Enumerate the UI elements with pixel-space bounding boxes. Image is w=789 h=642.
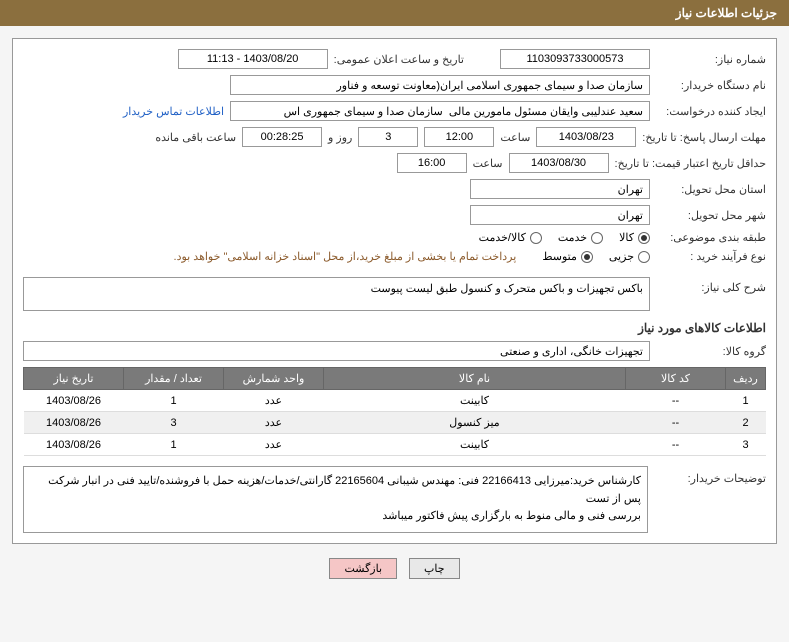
cell-code: --	[626, 412, 726, 434]
response-time-field[interactable]	[424, 127, 494, 147]
print-button[interactable]: چاپ	[409, 558, 460, 579]
group-field[interactable]	[23, 341, 650, 361]
buy-type-radio-group: جزیی متوسط	[542, 250, 650, 263]
col-qty: تعداد / مقدار	[124, 368, 224, 390]
radio-label: جزیی	[609, 250, 634, 263]
radio-label: کالا/خدمت	[479, 231, 526, 244]
col-unit: واحد شمارش	[224, 368, 324, 390]
desc-title-label: شرح کلی نیاز:	[656, 277, 766, 294]
cell-name: میز کنسول	[324, 412, 626, 434]
cell-date: 1403/08/26	[24, 412, 124, 434]
category-radio-goods-service[interactable]: کالا/خدمت	[479, 231, 542, 244]
contact-link[interactable]: اطلاعات تماس خریدار	[123, 105, 224, 118]
days-and-label: روز و	[328, 131, 352, 144]
price-validity-time-field[interactable]	[397, 153, 467, 173]
requester-label: ایجاد کننده درخواست:	[656, 105, 766, 118]
need-number-label: شماره نیاز:	[656, 53, 766, 66]
cell-row: 3	[726, 434, 766, 456]
radio-icon	[530, 232, 542, 244]
category-radio-service[interactable]: خدمت	[558, 231, 603, 244]
button-bar: چاپ بازگشت	[0, 558, 789, 579]
radio-icon	[638, 251, 650, 263]
cell-name: کابینت	[324, 390, 626, 412]
announce-date-field[interactable]	[178, 49, 328, 69]
cell-code: --	[626, 390, 726, 412]
buy-type-radio-partial[interactable]: جزیی	[609, 250, 650, 263]
radio-icon	[581, 251, 593, 263]
days-remaining-field	[358, 127, 418, 147]
buyer-desc-box: کارشناس خرید:میرزایی 22166413 فنی: مهندس…	[23, 466, 648, 533]
desc-title-field[interactable]: باکس تجهیزات و باکس متحرک و کنسول طبق لی…	[23, 277, 650, 311]
cell-unit: عدد	[224, 390, 324, 412]
cell-qty: 1	[124, 390, 224, 412]
price-validity-date-field[interactable]	[509, 153, 609, 173]
hms-remaining-field	[242, 127, 322, 147]
response-date-field[interactable]	[536, 127, 636, 147]
col-row: ردیف	[726, 368, 766, 390]
buyer-desc-line1: کارشناس خرید:میرزایی 22166413 فنی: مهندس…	[30, 473, 641, 508]
province-field[interactable]	[470, 179, 650, 199]
cell-date: 1403/08/26	[24, 434, 124, 456]
radio-label: متوسط	[542, 250, 577, 263]
cell-code: --	[626, 434, 726, 456]
col-code: کد کالا	[626, 368, 726, 390]
price-validity-label: حداقل تاریخ اعتبار قیمت: تا تاریخ:	[615, 157, 766, 170]
time-label-2: ساعت	[473, 157, 503, 170]
buy-type-radio-medium[interactable]: متوسط	[542, 250, 593, 263]
col-name: نام کالا	[324, 368, 626, 390]
buyer-org-field[interactable]	[230, 75, 650, 95]
goods-table-body: 1 -- کابینت عدد 1 1403/08/26 2 -- میز کن…	[24, 390, 766, 456]
announce-date-label: تاریخ و ساعت اعلان عمومی:	[334, 53, 464, 66]
buyer-desc-label: توضیحات خریدار:	[656, 466, 766, 485]
required-goods-title: اطلاعات کالاهای مورد نیاز	[23, 321, 766, 335]
radio-label: کالا	[619, 231, 634, 244]
cell-unit: عدد	[224, 412, 324, 434]
group-label: گروه کالا:	[656, 345, 766, 358]
payment-note: پرداخت تمام یا بخشی از مبلغ خرید،از محل …	[174, 250, 517, 263]
buyer-desc-line2: بررسی فنی و مالی منوط به بارگزاری پیش فا…	[30, 508, 641, 526]
radio-label: خدمت	[558, 231, 587, 244]
cell-qty: 1	[124, 434, 224, 456]
category-label: طبقه بندی موضوعی:	[656, 231, 766, 244]
buy-type-label: نوع فرآیند خرید :	[656, 250, 766, 263]
need-number-field[interactable]	[500, 49, 650, 69]
category-radio-group: کالا خدمت کالا/خدمت	[479, 231, 650, 244]
cell-row: 1	[726, 390, 766, 412]
city-field[interactable]	[470, 205, 650, 225]
table-row: 3 -- کابینت عدد 1 1403/08/26	[24, 434, 766, 456]
cell-row: 2	[726, 412, 766, 434]
category-radio-goods[interactable]: کالا	[619, 231, 650, 244]
col-date: تاریخ نیاز	[24, 368, 124, 390]
table-row: 2 -- میز کنسول عدد 3 1403/08/26	[24, 412, 766, 434]
cell-unit: عدد	[224, 434, 324, 456]
table-row: 1 -- کابینت عدد 1 1403/08/26	[24, 390, 766, 412]
radio-icon	[591, 232, 603, 244]
province-label: استان محل تحویل:	[656, 183, 766, 196]
radio-icon	[638, 232, 650, 244]
cell-qty: 3	[124, 412, 224, 434]
page-header: جزئیات اطلاعات نیاز	[0, 0, 789, 26]
main-form-container: شماره نیاز: تاریخ و ساعت اعلان عمومی: نا…	[12, 38, 777, 544]
page-title: جزئیات اطلاعات نیاز	[676, 6, 777, 20]
goods-table: ردیف کد کالا نام کالا واحد شمارش تعداد /…	[23, 367, 766, 456]
requester-field[interactable]	[230, 101, 650, 121]
response-deadline-label: مهلت ارسال پاسخ: تا تاریخ:	[642, 131, 766, 144]
remaining-suffix-label: ساعت باقی مانده	[155, 131, 236, 144]
city-label: شهر محل تحویل:	[656, 209, 766, 222]
buyer-org-label: نام دستگاه خریدار:	[656, 79, 766, 92]
cell-name: کابینت	[324, 434, 626, 456]
time-label-1: ساعت	[500, 131, 530, 144]
back-button[interactable]: بازگشت	[329, 558, 397, 579]
cell-date: 1403/08/26	[24, 390, 124, 412]
